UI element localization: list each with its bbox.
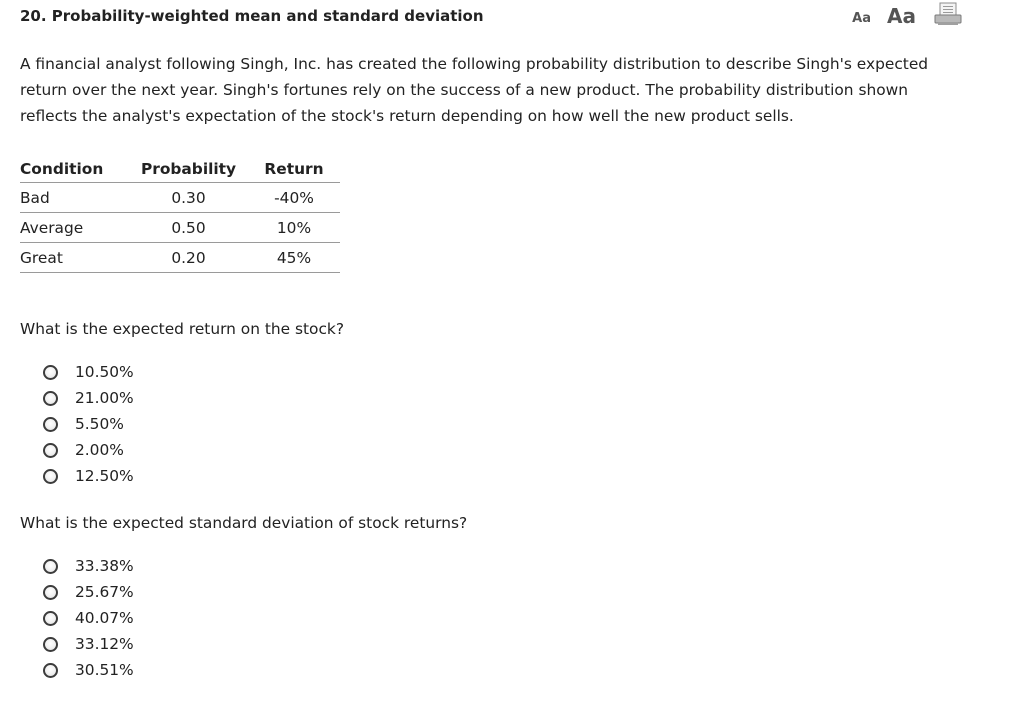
return-cell: 45% [248,242,340,273]
standard-deviation-option[interactable]: 40.07% [43,605,134,631]
option-label: 25.67% [75,583,134,601]
table-row: Average 0.50 10% [20,212,340,243]
expected-return-option[interactable]: 5.50% [43,411,134,437]
expected-return-option[interactable]: 12.50% [43,463,134,489]
question-intro: A financial analyst following Singh, Inc… [20,55,929,125]
expected-return-options: 10.50% 21.00% 5.50% 2.00% 12.50% [43,359,134,489]
radio-button[interactable] [43,442,58,458]
standard-deviation-option[interactable]: 33.38% [43,553,134,579]
expected-return-option[interactable]: 10.50% [43,359,134,385]
table-row: Bad 0.30 -40% [20,182,340,213]
return-cell: 10% [248,212,340,243]
standard-deviation-prompt: What is the expected standard deviation … [20,514,468,532]
condition-cell: Great [20,242,129,273]
option-label: 40.07% [75,609,134,627]
radio-button[interactable] [43,364,58,380]
header-condition: Condition [20,155,129,183]
standard-deviation-option[interactable]: 30.51% [43,657,134,683]
probability-cell: 0.30 [129,182,248,213]
radio-button[interactable] [43,468,58,484]
header-probability: Probability [129,155,248,183]
decrease-font-button[interactable]: Aa [852,10,872,26]
print-button[interactable] [932,2,962,30]
increase-font-button[interactable]: Aa [887,4,916,28]
expected-return-option[interactable]: 2.00% [43,437,134,463]
option-label: 12.50% [75,467,134,485]
return-cell: -40% [248,182,340,213]
standard-deviation-option[interactable]: 33.12% [43,631,134,657]
option-label: 21.00% [75,389,134,407]
option-label: 33.12% [75,635,134,653]
probability-cell: 0.50 [129,212,248,243]
probability-distribution-table: Condition Probability Return Bad 0.30 -4… [20,155,340,273]
standard-deviation-options: 33.38% 25.67% 40.07% 33.12% 30.51% [43,553,134,683]
radio-button[interactable] [43,584,58,600]
expected-return-option[interactable]: 21.00% [43,385,134,411]
table-row: Great 0.20 45% [20,242,340,273]
radio-button[interactable] [43,636,58,652]
option-label: 2.00% [75,441,124,459]
radio-button[interactable] [43,558,58,574]
toolbar: Aa Aa [852,2,962,30]
question-title: 20. Probability-weighted mean and standa… [20,7,484,25]
table-header-row: Condition Probability Return [20,155,340,183]
option-label: 33.38% [75,557,134,575]
standard-deviation-option[interactable]: 25.67% [43,579,134,605]
probability-cell: 0.20 [129,242,248,273]
radio-button[interactable] [43,416,58,432]
option-label: 5.50% [75,415,124,433]
print-icon [934,2,962,25]
header-return: Return [248,155,340,183]
condition-cell: Average [20,212,129,243]
expected-return-prompt: What is the expected return on the stock… [20,320,345,338]
radio-button[interactable] [43,662,58,678]
option-label: 10.50% [75,363,134,381]
radio-button[interactable] [43,610,58,626]
radio-button[interactable] [43,390,58,406]
condition-cell: Bad [20,182,129,213]
option-label: 30.51% [75,661,134,679]
